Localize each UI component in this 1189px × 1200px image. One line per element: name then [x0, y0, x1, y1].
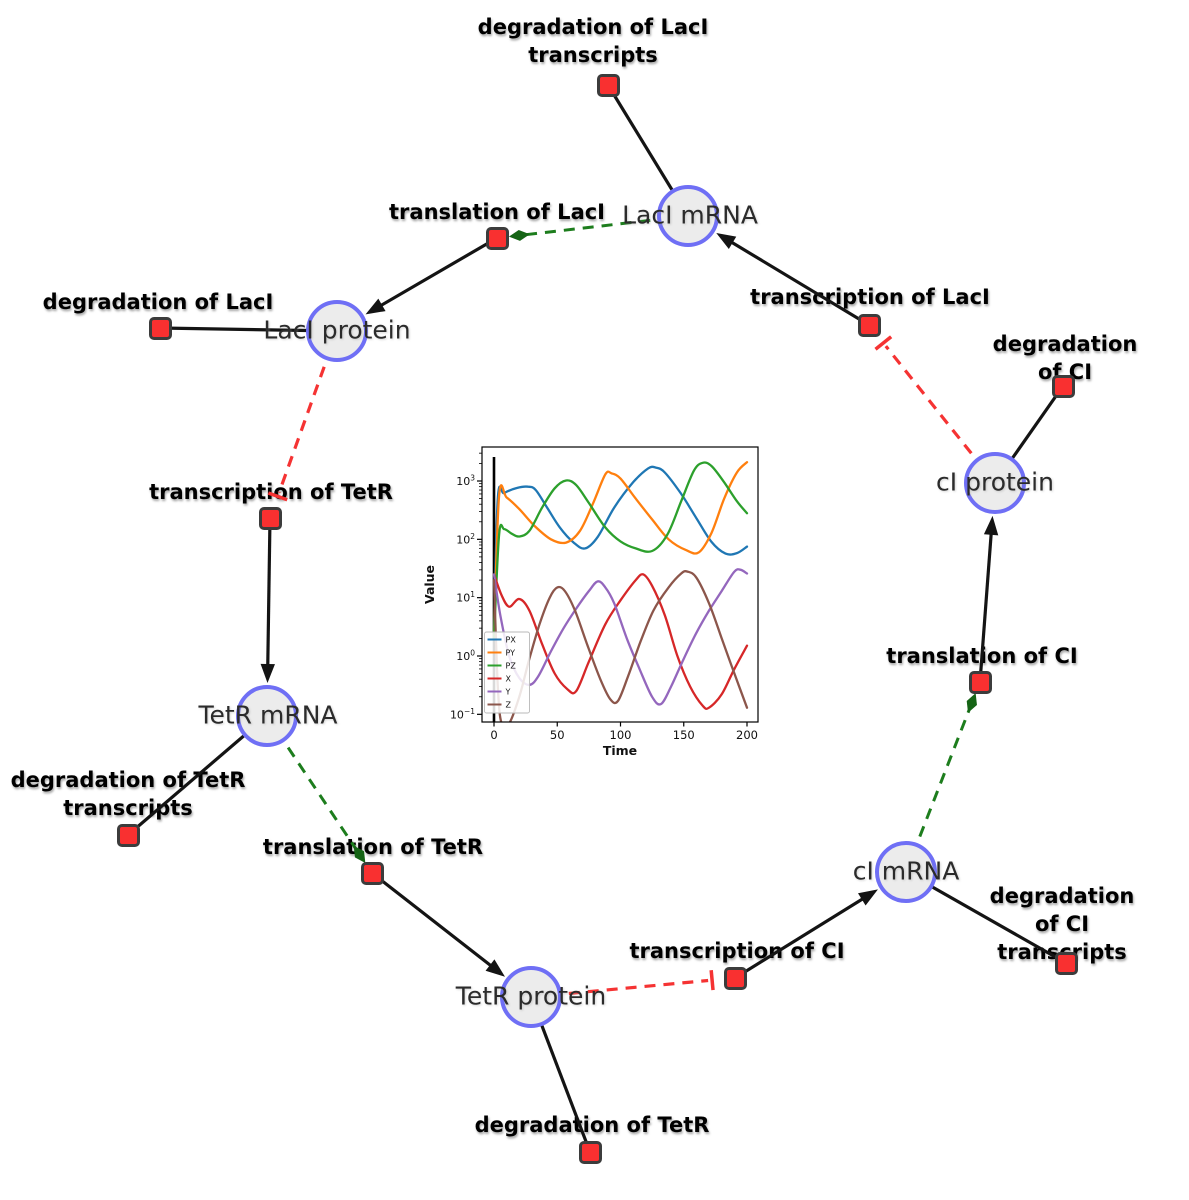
- legend-label-Y: Y: [505, 687, 511, 696]
- reaction-node-deg_ci_tx: [1054, 951, 1078, 975]
- reaction-node-transl_laci: [485, 226, 509, 250]
- chart-series-PY: [492, 461, 749, 640]
- species-label-laci_mrna: LacI mRNA: [622, 200, 758, 230]
- reaction-label-transl_tetr: translation of TetR: [262, 835, 484, 859]
- species-node-laci_mrna: [657, 185, 719, 247]
- species-label-tetr_mrna: TetR mRNA: [198, 700, 338, 730]
- reaction-label-deg_laci_tx: degradation of LacI transcripts: [477, 15, 709, 67]
- x-tick-label: 150: [673, 728, 695, 742]
- chart-series-PX: [492, 465, 749, 640]
- edge-transl_ci-ci_protein-production: [978, 515, 999, 683]
- chart-series-PZ: [492, 461, 749, 640]
- y-axis-label: Value: [422, 565, 437, 604]
- species-label-tetr_protein: TetR protein: [455, 981, 607, 1011]
- x-tick-label: 100: [610, 728, 632, 742]
- legend-label-X: X: [506, 674, 512, 683]
- reaction-label-deg_tetr: degradation of TetR: [474, 1113, 710, 1137]
- species-label-laci_protein: LacI protein: [263, 315, 411, 345]
- species-node-ci_mrna: [875, 841, 937, 903]
- edge-transl_tetr-tetr_protein-production: [371, 871, 505, 977]
- reaction-node-deg_laci: [148, 316, 172, 340]
- reaction-node-deg_tetr: [578, 1140, 602, 1164]
- reaction-node-transcr_ci: [723, 966, 747, 990]
- species-label-ci_protein: cI protein: [936, 467, 1054, 497]
- edge-transcr_tetr-tetr_mrna-production: [260, 517, 275, 684]
- legend-label-PY: PY: [506, 648, 516, 657]
- species-node-laci_protein: [306, 300, 368, 362]
- edge-transl_laci-laci_protein-production: [365, 236, 498, 315]
- reaction-node-deg_laci_tx: [596, 73, 620, 97]
- reaction-node-transl_ci: [968, 670, 992, 694]
- legend-label-PX: PX: [506, 635, 517, 644]
- reaction-node-deg_tetr_tx: [116, 823, 140, 847]
- reaction-label-deg_laci: degradation of LacI: [42, 290, 274, 314]
- reaction-label-transl_ci: translation of CI: [886, 644, 1078, 668]
- species-node-tetr_mrna: [236, 685, 298, 747]
- reaction-node-transl_tetr: [360, 861, 384, 885]
- reaction-node-deg_ci: [1051, 374, 1075, 398]
- reaction-node-transcr_tetr: [258, 506, 282, 530]
- x-axis-label: Time: [603, 743, 637, 758]
- chart-plot-area: [492, 457, 749, 722]
- x-tick-label: 200: [736, 728, 758, 742]
- reaction-node-transcr_laci: [857, 313, 881, 337]
- legend-label-Z: Z: [506, 700, 512, 709]
- edge-transcr_laci-laci_mrna-production: [716, 233, 870, 327]
- legend-label-PZ: PZ: [506, 661, 517, 670]
- reaction-label-transl_laci: translation of LacI: [389, 200, 605, 224]
- x-tick-label: 0: [490, 728, 497, 742]
- x-tick-label: 50: [550, 728, 565, 742]
- edge-transcr_ci-ci_mrna-production: [734, 889, 878, 980]
- species-node-ci_protein: [964, 452, 1026, 514]
- reaction-label-transcr_ci: transcription of CI: [629, 939, 845, 963]
- species-node-tetr_protein: [500, 966, 562, 1028]
- chart-legend: PX PY PZ XYZ: [484, 631, 530, 714]
- reaction-label-transcr_tetr: transcription of TetR: [149, 480, 393, 504]
- reaction-label-deg_ci: degradation of CI: [992, 332, 1138, 384]
- species-label-ci_mrna: cI mRNA: [852, 856, 960, 886]
- reaction-label-transcr_laci: transcription of LacI: [750, 285, 990, 309]
- chart-series-X: [492, 573, 749, 710]
